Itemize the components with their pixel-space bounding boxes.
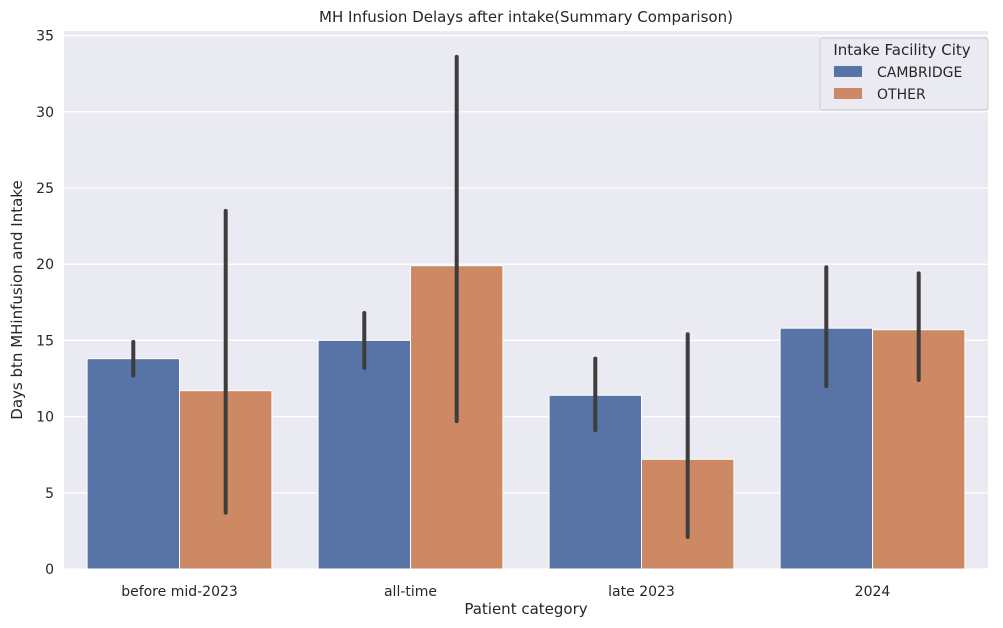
y-tick-labels: 0 5 10 15 20 25 30 35 <box>36 29 54 578</box>
x-tick-label: all-time <box>384 584 437 600</box>
x-tick-label: late 2023 <box>608 584 675 600</box>
chart-title: MH Infusion Delays after intake(Summary … <box>319 8 733 26</box>
legend-swatch-cambridge <box>834 66 862 77</box>
legend-label-cambridge: CAMBRIDGE <box>877 65 962 81</box>
x-tick-labels: before mid-2023 all-time late 2023 2024 <box>121 584 890 600</box>
y-tick-label: 5 <box>45 486 54 502</box>
y-tick-label: 20 <box>36 257 54 273</box>
bar-cambridge-1 <box>317 339 412 570</box>
legend-label-other: OTHER <box>877 87 926 103</box>
y-tick-label: 25 <box>36 181 54 197</box>
legend: Intake Facility City CAMBRIDGE OTHER <box>819 37 989 111</box>
error-bars <box>131 54 921 539</box>
bar-cambridge-0 <box>86 358 180 570</box>
legend-items: CAMBRIDGE OTHER <box>834 65 962 103</box>
y-tick-label: 15 <box>36 333 54 349</box>
legend-swatch-other <box>834 88 862 99</box>
bars <box>86 265 966 570</box>
y-tick-label: 0 <box>45 562 54 578</box>
x-axis-label: Patient category <box>464 600 587 618</box>
y-tick-label: 10 <box>36 410 54 426</box>
legend-title: Intake Facility City <box>833 41 970 59</box>
y-axis-label: Days btn MHinfusion and Intake <box>8 180 26 419</box>
x-tick-label: before mid-2023 <box>121 584 238 600</box>
y-tick-label: 30 <box>36 105 54 121</box>
x-tick-label: 2024 <box>855 584 891 600</box>
y-tick-label: 35 <box>36 29 54 45</box>
